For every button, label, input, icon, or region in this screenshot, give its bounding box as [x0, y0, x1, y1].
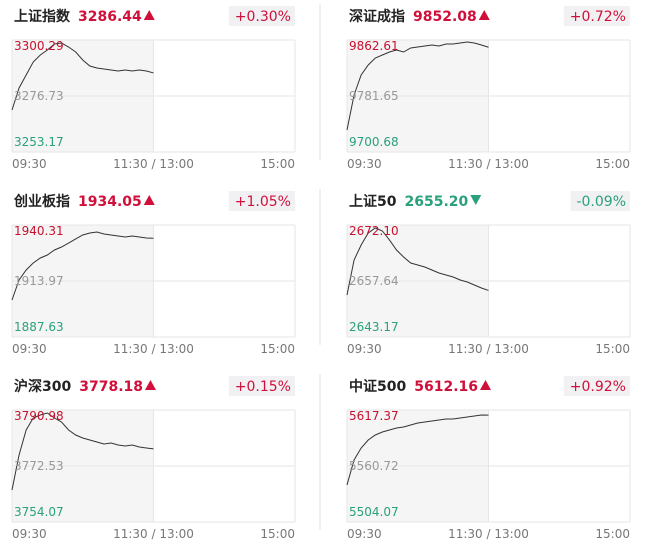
y-tick-label: 1887.63 — [14, 320, 64, 334]
y-tick-label: 3790.98 — [14, 409, 64, 423]
change-badge — [563, 376, 630, 396]
x-tick-label: 15:00 — [595, 342, 630, 356]
change-badge — [228, 6, 295, 26]
change-badge — [570, 191, 630, 211]
up-arrow — [480, 380, 491, 390]
index-price: 5612.16 — [414, 379, 478, 395]
price-line — [11, 42, 154, 111]
index-price: 3778.18 — [79, 379, 143, 395]
index-price: 3286.44 — [78, 9, 142, 25]
change-percent: +0.92% — [570, 379, 626, 395]
x-tick-label: 11:30 / 13:00 — [448, 527, 529, 541]
change-percent: +0.72% — [570, 9, 626, 25]
x-tick-label: 11:30 / 13:00 — [113, 342, 194, 356]
index-name: 沪深300 — [14, 378, 71, 395]
x-tick-label: 09:30 — [347, 342, 382, 356]
x-tick-label: 09:30 — [347, 157, 382, 171]
y-tick-label: 1940.31 — [14, 224, 64, 238]
x-tick-label: 09:30 — [12, 157, 47, 171]
y-tick-label: 9781.65 — [349, 89, 399, 103]
change-percent: -0.09% — [576, 194, 626, 210]
down-arrow — [470, 195, 482, 205]
y-tick-label: 5504.07 — [349, 505, 399, 519]
index-price: 1934.05 — [78, 194, 142, 210]
x-tick-label: 15:00 — [260, 157, 295, 171]
x-tick-label: 15:00 — [260, 342, 295, 356]
up-arrow — [143, 195, 155, 205]
index-name: 中证500 — [349, 378, 406, 395]
price-line — [11, 412, 154, 491]
index-name: 上证指数 — [14, 8, 71, 25]
y-tick-label: 3276.73 — [14, 89, 64, 103]
x-tick-label: 09:30 — [12, 527, 47, 541]
up-arrow — [145, 380, 156, 390]
y-tick-label: 3754.07 — [14, 505, 64, 519]
x-tick-label: 11:30 / 13:00 — [448, 342, 529, 356]
index-price: 9852.08 — [413, 9, 477, 25]
x-tick-label: 15:00 — [260, 527, 295, 541]
y-tick-label: 3253.17 — [14, 135, 64, 149]
change-badge — [228, 376, 295, 396]
price-line — [346, 227, 489, 296]
x-tick-label: 11:30 / 13:00 — [113, 157, 194, 171]
index-price: 2655.20 — [404, 194, 468, 210]
x-tick-label: 11:30 / 13:00 — [448, 157, 529, 171]
x-tick-label: 09:30 — [347, 527, 382, 541]
x-tick-label: 15:00 — [595, 527, 630, 541]
y-tick-label: 9700.68 — [349, 135, 399, 149]
y-tick-label: 1913.97 — [14, 274, 64, 288]
y-tick-label: 3772.53 — [14, 459, 64, 473]
x-tick-label: 11:30 / 13:00 — [113, 527, 194, 541]
price-line — [346, 41, 489, 131]
y-tick-label: 5560.72 — [349, 459, 399, 473]
price-line — [11, 231, 154, 301]
change-badge — [563, 6, 630, 26]
index-name: 深证成指 — [349, 8, 405, 25]
change-percent: +1.05% — [235, 194, 291, 210]
up-arrow — [478, 10, 490, 20]
up-arrow — [143, 10, 155, 20]
index-name: 上证50 — [349, 194, 397, 210]
y-tick-label: 3300.29 — [14, 39, 64, 53]
y-tick-label: 2657.64 — [349, 274, 399, 288]
y-tick-label: 5617.37 — [349, 409, 399, 423]
y-tick-label: 2672.10 — [349, 224, 399, 238]
x-tick-label: 09:30 — [12, 342, 47, 356]
change-percent: +0.15% — [235, 379, 291, 395]
x-tick-label: 15:00 — [595, 157, 630, 171]
change-percent: +0.30% — [235, 9, 291, 25]
y-tick-label: 9862.61 — [349, 39, 399, 53]
index-name: 创业板指 — [13, 193, 70, 210]
y-tick-label: 2643.17 — [349, 320, 399, 334]
change-badge — [228, 191, 295, 211]
price-line — [346, 414, 489, 486]
